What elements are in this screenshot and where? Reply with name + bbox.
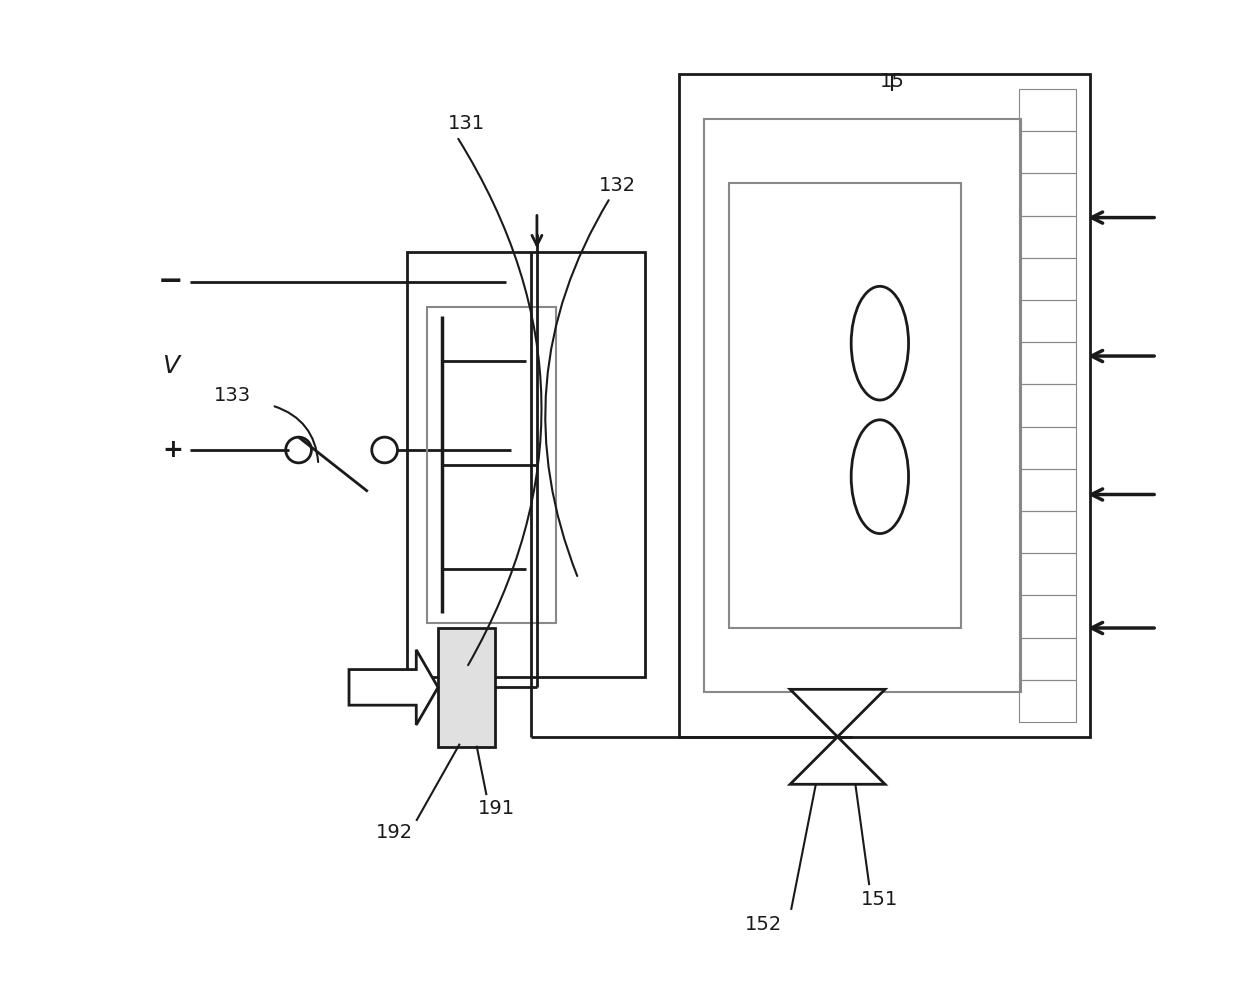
Text: V: V (162, 354, 180, 378)
Bar (1018, 300, 1076, 342)
Bar (427, 307, 556, 623)
Text: 15: 15 (879, 71, 904, 91)
Bar (680, 74, 1090, 737)
Bar (1018, 469, 1076, 511)
Bar (1018, 89, 1076, 132)
Bar (1018, 385, 1076, 426)
Text: −: − (159, 267, 184, 297)
Bar (1018, 426, 1076, 469)
Text: 131: 131 (448, 114, 485, 134)
Bar (1018, 553, 1076, 595)
Bar (1018, 342, 1076, 385)
Bar (1018, 595, 1076, 638)
Bar (438, 628, 496, 747)
Text: 151: 151 (861, 890, 898, 910)
Bar (408, 252, 645, 677)
Bar (1018, 173, 1076, 216)
Text: 132: 132 (599, 176, 636, 196)
Bar (729, 183, 961, 628)
Bar (704, 119, 1021, 692)
Bar (1018, 638, 1076, 679)
Text: 133: 133 (213, 386, 250, 405)
Text: 191: 191 (477, 798, 515, 818)
Text: 152: 152 (745, 915, 782, 935)
Bar (1018, 132, 1076, 173)
Polygon shape (790, 689, 885, 737)
Text: +: + (162, 438, 184, 462)
Bar (1018, 258, 1076, 300)
Bar (1018, 216, 1076, 258)
Bar (1018, 511, 1076, 553)
Text: 192: 192 (376, 823, 413, 843)
Polygon shape (790, 737, 885, 784)
Polygon shape (348, 650, 438, 725)
Bar (1018, 679, 1076, 722)
